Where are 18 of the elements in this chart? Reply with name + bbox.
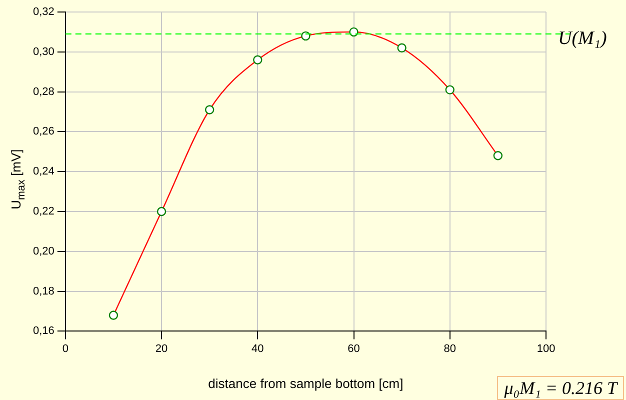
y-tick-label: 0,20: [32, 245, 54, 258]
x-tick-label: 0: [62, 342, 68, 355]
y-tick-label: 0,16: [32, 325, 54, 338]
y-tick-label: 0,30: [32, 46, 54, 58]
y-tick-label: 0,28: [32, 86, 54, 98]
ref-line-label: U(M₁): [558, 28, 607, 49]
y-tick-label: 0,22: [32, 206, 54, 218]
y-tick-label: 0,26: [32, 126, 54, 138]
y-tick-label: 0,18: [32, 285, 54, 298]
x-tick-label: 20: [155, 342, 168, 355]
text: μ₀M₁ = 0.216 T: [497, 376, 624, 400]
x-tick-label: 40: [252, 342, 264, 355]
x-tick-label: 80: [444, 342, 456, 355]
y-tick-label: 0,24: [32, 166, 54, 178]
x-tick-label: 100: [536, 342, 556, 355]
x-tick-label: 60: [348, 342, 360, 355]
y-tick-label: 0,32: [32, 6, 54, 18]
x-axis-title: distance from sample bottom [cm]: [208, 376, 404, 391]
